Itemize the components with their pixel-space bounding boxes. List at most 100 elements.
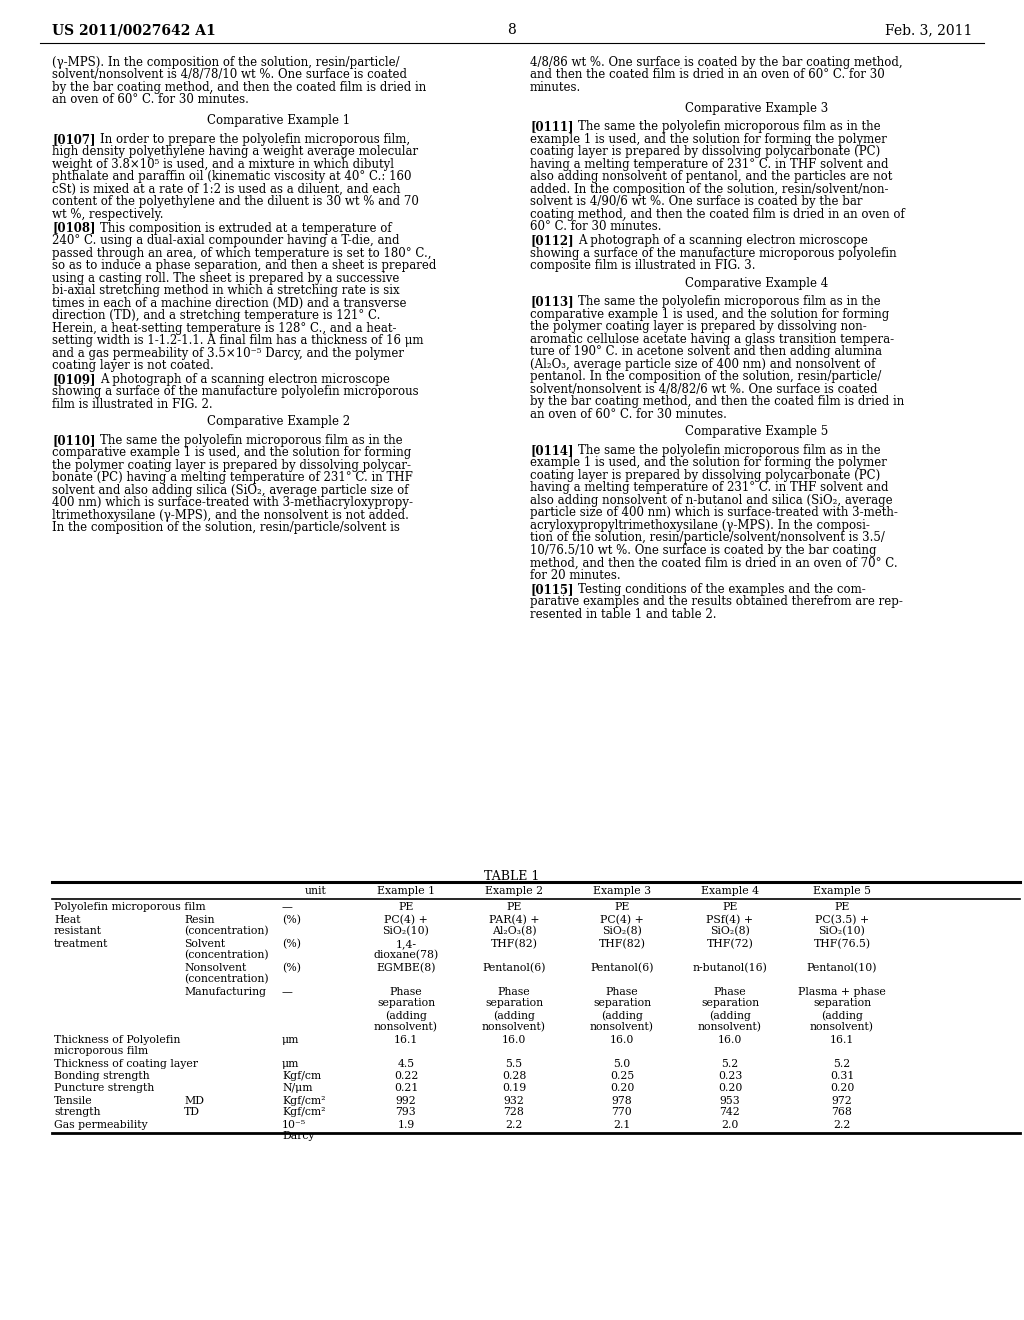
Text: [0108]: [0108] xyxy=(52,222,95,235)
Text: 1,4-: 1,4- xyxy=(395,939,417,949)
Text: particle size of 400 nm) which is surface-treated with 3-meth-: particle size of 400 nm) which is surfac… xyxy=(530,507,898,520)
Text: minutes.: minutes. xyxy=(530,81,582,94)
Text: ture of 190° C. in acetone solvent and then adding alumina: ture of 190° C. in acetone solvent and t… xyxy=(530,346,882,358)
Text: solvent/nonsolvent is 4/8/82/6 wt %. One surface is coated: solvent/nonsolvent is 4/8/82/6 wt %. One… xyxy=(530,383,878,396)
Text: coating layer is prepared by dissolving polycarbonate (PC): coating layer is prepared by dissolving … xyxy=(530,145,881,158)
Text: bi-axial stretching method in which a stretching rate is six: bi-axial stretching method in which a st… xyxy=(52,284,399,297)
Text: PE: PE xyxy=(835,903,850,912)
Text: acryloxypropyltrimethoxysilane (γ-MPS). In the composi-: acryloxypropyltrimethoxysilane (γ-MPS). … xyxy=(530,519,869,532)
Text: (γ-MPS). In the composition of the solution, resin/particle/: (γ-MPS). In the composition of the solut… xyxy=(52,55,399,69)
Text: separation: separation xyxy=(701,998,759,1008)
Text: 0.23: 0.23 xyxy=(718,1071,742,1081)
Text: 793: 793 xyxy=(395,1107,417,1118)
Text: separation: separation xyxy=(813,998,871,1008)
Text: Example 5: Example 5 xyxy=(813,886,871,896)
Text: and then the coated film is dried in an oven of 60° C. for 30: and then the coated film is dried in an … xyxy=(530,69,885,82)
Text: [0111]: [0111] xyxy=(530,120,573,133)
Text: Phase: Phase xyxy=(605,987,638,997)
Text: 770: 770 xyxy=(611,1107,633,1118)
Text: nonsolvent): nonsolvent) xyxy=(482,1022,546,1032)
Text: Testing conditions of the examples and the com-: Testing conditions of the examples and t… xyxy=(578,582,865,595)
Text: PE: PE xyxy=(398,903,414,912)
Text: Gas permeability: Gas permeability xyxy=(54,1119,147,1130)
Text: Kgf/cm²: Kgf/cm² xyxy=(282,1096,326,1106)
Text: [0109]: [0109] xyxy=(52,372,95,385)
Text: Kgf/cm: Kgf/cm xyxy=(282,1071,322,1081)
Text: solvent and also adding silica (SiO₂, average particle size of: solvent and also adding silica (SiO₂, av… xyxy=(52,484,409,496)
Text: Comparative Example 2: Comparative Example 2 xyxy=(208,416,350,428)
Text: 8: 8 xyxy=(508,22,516,37)
Text: also adding nonsolvent of pentanol, and the particles are not: also adding nonsolvent of pentanol, and … xyxy=(530,170,892,183)
Text: direction (TD), and a stretching temperature is 121° C.: direction (TD), and a stretching tempera… xyxy=(52,309,380,322)
Text: MD: MD xyxy=(184,1096,204,1106)
Text: by the bar coating method, and then the coated film is dried in: by the bar coating method, and then the … xyxy=(52,81,426,94)
Text: 5.2: 5.2 xyxy=(721,1059,738,1068)
Text: μm: μm xyxy=(282,1059,299,1068)
Text: composite film is illustrated in FIG. 3.: composite film is illustrated in FIG. 3. xyxy=(530,259,756,272)
Text: Pentanol(10): Pentanol(10) xyxy=(807,962,878,973)
Text: 992: 992 xyxy=(395,1096,417,1106)
Text: Puncture strength: Puncture strength xyxy=(54,1084,155,1093)
Text: [0115]: [0115] xyxy=(530,582,573,595)
Text: (adding: (adding xyxy=(821,1011,863,1022)
Text: In the composition of the solution, resin/particle/solvent is: In the composition of the solution, resi… xyxy=(52,521,400,535)
Text: 1.9: 1.9 xyxy=(397,1119,415,1130)
Text: nonsolvent): nonsolvent) xyxy=(810,1022,874,1032)
Text: 953: 953 xyxy=(720,1096,740,1106)
Text: nonsolvent): nonsolvent) xyxy=(374,1022,438,1032)
Text: 2.0: 2.0 xyxy=(721,1119,738,1130)
Text: (concentration): (concentration) xyxy=(184,950,268,961)
Text: nonsolvent): nonsolvent) xyxy=(590,1022,654,1032)
Text: phthalate and paraffin oil (kinematic viscosity at 40° C.: 160: phthalate and paraffin oil (kinematic vi… xyxy=(52,170,412,183)
Text: PE: PE xyxy=(506,903,521,912)
Text: μm: μm xyxy=(282,1035,299,1044)
Text: resistant: resistant xyxy=(54,927,102,936)
Text: SiO₂(8): SiO₂(8) xyxy=(710,927,750,937)
Text: 978: 978 xyxy=(611,1096,633,1106)
Text: passed through an area, of which temperature is set to 180° C.,: passed through an area, of which tempera… xyxy=(52,247,431,260)
Text: 0.21: 0.21 xyxy=(394,1084,418,1093)
Text: 0.19: 0.19 xyxy=(502,1084,526,1093)
Text: The same the polyolefin microporous film as in the: The same the polyolefin microporous film… xyxy=(100,434,402,447)
Text: the polymer coating layer is prepared by dissolving polycar-: the polymer coating layer is prepared by… xyxy=(52,459,411,473)
Text: THF(82): THF(82) xyxy=(598,939,645,949)
Text: setting width is 1-1.2-1.1. A final film has a thickness of 16 μm: setting width is 1-1.2-1.1. A final film… xyxy=(52,334,424,347)
Text: The same the polyolefin microporous film as in the: The same the polyolefin microporous film… xyxy=(578,120,881,133)
Text: cSt) is mixed at a rate of 1:2 is used as a diluent, and each: cSt) is mixed at a rate of 1:2 is used a… xyxy=(52,183,400,195)
Text: 240° C. using a dual-axial compounder having a T-die, and: 240° C. using a dual-axial compounder ha… xyxy=(52,234,399,247)
Text: A photograph of a scanning electron microscope: A photograph of a scanning electron micr… xyxy=(578,234,868,247)
Text: Phase: Phase xyxy=(390,987,422,997)
Text: Pentanol(6): Pentanol(6) xyxy=(482,962,546,973)
Text: added. In the composition of the solution, resin/solvent/non-: added. In the composition of the solutio… xyxy=(530,183,889,195)
Text: an oven of 60° C. for 30 minutes.: an oven of 60° C. for 30 minutes. xyxy=(52,94,249,107)
Text: N/μm: N/μm xyxy=(282,1084,312,1093)
Text: nonsolvent): nonsolvent) xyxy=(698,1022,762,1032)
Text: In order to prepare the polyolefin microporous film,: In order to prepare the polyolefin micro… xyxy=(100,133,411,145)
Text: 10/76.5/10 wt %. One surface is coated by the bar coating: 10/76.5/10 wt %. One surface is coated b… xyxy=(530,544,877,557)
Text: and a gas permeability of 3.5×10⁻⁵ Darcy, and the polymer: and a gas permeability of 3.5×10⁻⁵ Darcy… xyxy=(52,347,404,359)
Text: coating method, and then the coated film is dried in an oven of: coating method, and then the coated film… xyxy=(530,207,905,220)
Text: example 1 is used, and the solution for forming the polymer: example 1 is used, and the solution for … xyxy=(530,457,887,470)
Text: Phase: Phase xyxy=(714,987,746,997)
Text: SiO₂(8): SiO₂(8) xyxy=(602,927,642,937)
Text: Example 4: Example 4 xyxy=(701,886,759,896)
Text: PAR(4) +: PAR(4) + xyxy=(488,915,540,925)
Text: (adding: (adding xyxy=(385,1011,427,1022)
Text: 16.0: 16.0 xyxy=(718,1035,742,1044)
Text: method, and then the coated film is dried in an oven of 70° C.: method, and then the coated film is drie… xyxy=(530,557,898,569)
Text: Kgf/cm²: Kgf/cm² xyxy=(282,1107,326,1118)
Text: so as to induce a phase separation, and then a sheet is prepared: so as to induce a phase separation, and … xyxy=(52,259,436,272)
Text: comparative example 1 is used, and the solution for forming: comparative example 1 is used, and the s… xyxy=(530,308,889,321)
Text: n-butanol(16): n-butanol(16) xyxy=(692,962,767,973)
Text: [0110]: [0110] xyxy=(52,434,95,447)
Text: 2.2: 2.2 xyxy=(505,1119,522,1130)
Text: 972: 972 xyxy=(831,1096,852,1106)
Text: 5.0: 5.0 xyxy=(613,1059,631,1068)
Text: Thickness of Polyolefin: Thickness of Polyolefin xyxy=(54,1035,180,1044)
Text: 16.0: 16.0 xyxy=(502,1035,526,1044)
Text: A photograph of a scanning electron microscope: A photograph of a scanning electron micr… xyxy=(100,372,390,385)
Text: separation: separation xyxy=(593,998,651,1008)
Text: Comparative Example 3: Comparative Example 3 xyxy=(685,102,828,115)
Text: SiO₂(10): SiO₂(10) xyxy=(383,927,429,937)
Text: film is illustrated in FIG. 2.: film is illustrated in FIG. 2. xyxy=(52,397,213,411)
